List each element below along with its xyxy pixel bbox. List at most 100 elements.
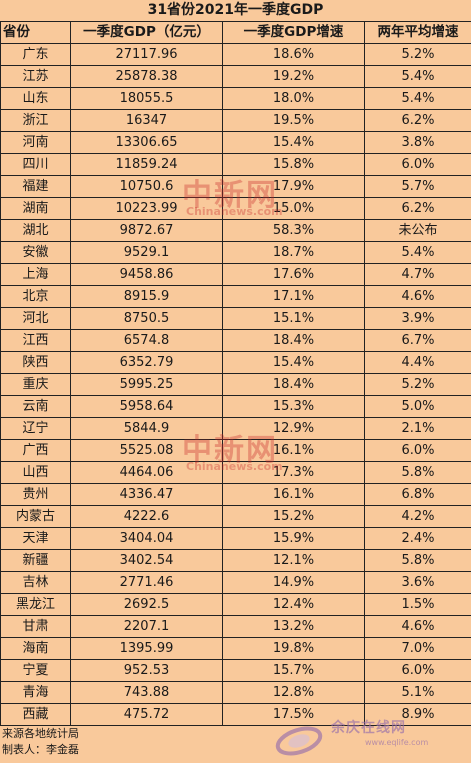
table-row: 江苏 25878.38 19.2% 5.4%	[0, 65, 471, 88]
gdp-cell: 5525.08	[70, 439, 223, 462]
province-cell: 北京	[0, 285, 71, 308]
gdp-cell: 8915.9	[70, 285, 223, 308]
province-cell: 新疆	[0, 549, 71, 572]
growth-cell: 19.2%	[222, 65, 365, 88]
footer: 来源各地统计局 制表人：李金磊	[0, 726, 471, 758]
table-header-row: 省份 一季度GDP（亿元） 一季度GDP增速 两年平均增速	[0, 21, 471, 44]
avg-growth-cell: 5.0%	[364, 395, 471, 418]
growth-cell: 15.0%	[222, 197, 365, 220]
avg-growth-cell: 5.7%	[364, 175, 471, 198]
growth-cell: 17.1%	[222, 285, 365, 308]
table-row: 云南 5958.64 15.3% 5.0%	[0, 395, 471, 418]
avg-growth-cell: 6.2%	[364, 197, 471, 220]
table-row: 湖北 9872.67 58.3% 未公布	[0, 219, 471, 242]
gdp-cell: 4336.47	[70, 483, 223, 506]
table-row: 新疆 3402.54 12.1% 5.8%	[0, 549, 471, 572]
gdp-cell: 2692.5	[70, 593, 223, 616]
province-cell: 江西	[0, 329, 71, 352]
table-row: 贵州 4336.47 16.1% 6.8%	[0, 483, 471, 506]
growth-cell: 15.4%	[222, 131, 365, 154]
province-cell: 浙江	[0, 109, 71, 132]
gdp-cell: 9872.67	[70, 219, 223, 242]
province-cell: 天津	[0, 527, 71, 550]
gdp-cell: 952.53	[70, 659, 223, 682]
growth-cell: 12.1%	[222, 549, 365, 572]
avg-growth-cell: 3.6%	[364, 571, 471, 594]
growth-cell: 58.3%	[222, 219, 365, 242]
gdp-cell: 4222.6	[70, 505, 223, 528]
growth-cell: 15.4%	[222, 351, 365, 374]
growth-cell: 12.8%	[222, 681, 365, 704]
gdp-cell: 27117.96	[70, 43, 223, 66]
province-cell: 青海	[0, 681, 71, 704]
province-cell: 云南	[0, 395, 71, 418]
province-cell: 湖南	[0, 197, 71, 220]
gdp-cell: 2771.46	[70, 571, 223, 594]
header-gdp: 一季度GDP（亿元）	[70, 21, 223, 44]
growth-cell: 15.8%	[222, 153, 365, 176]
gdp-cell: 10750.6	[70, 175, 223, 198]
table-row: 福建 10750.6 17.9% 5.7%	[0, 175, 471, 198]
table-row: 广东 27117.96 18.6% 5.2%	[0, 43, 471, 66]
table-row: 宁夏 952.53 15.7% 6.0%	[0, 659, 471, 682]
avg-growth-cell: 未公布	[364, 219, 471, 242]
gdp-cell: 8750.5	[70, 307, 223, 330]
logo-swoosh-icon	[275, 726, 323, 756]
province-cell: 吉林	[0, 571, 71, 594]
table-row: 北京 8915.9 17.1% 4.6%	[0, 285, 471, 308]
province-cell: 河南	[0, 131, 71, 154]
avg-growth-cell: 5.8%	[364, 549, 471, 572]
gdp-cell: 6574.8	[70, 329, 223, 352]
province-cell: 河北	[0, 307, 71, 330]
gdp-cell: 10223.99	[70, 197, 223, 220]
gdp-cell: 1395.99	[70, 637, 223, 660]
province-cell: 黑龙江	[0, 593, 71, 616]
avg-growth-cell: 1.5%	[364, 593, 471, 616]
avg-growth-cell: 4.7%	[364, 263, 471, 286]
growth-cell: 18.4%	[222, 373, 365, 396]
table-row: 江西 6574.8 18.4% 6.7%	[0, 329, 471, 352]
header-avg-growth: 两年平均增速	[364, 21, 471, 44]
avg-growth-cell: 2.4%	[364, 527, 471, 550]
growth-cell: 12.4%	[222, 593, 365, 616]
avg-growth-cell: 5.4%	[364, 65, 471, 88]
logo-url: www.eqlife.com	[365, 738, 429, 747]
gdp-cell: 9458.86	[70, 263, 223, 286]
growth-cell: 17.3%	[222, 461, 365, 484]
avg-growth-cell: 3.9%	[364, 307, 471, 330]
table-row: 黑龙江 2692.5 12.4% 1.5%	[0, 593, 471, 616]
province-cell: 重庆	[0, 373, 71, 396]
table-row: 重庆 5995.25 18.4% 5.2%	[0, 373, 471, 396]
header-province: 省份	[0, 21, 71, 44]
growth-cell: 14.9%	[222, 571, 365, 594]
avg-growth-cell: 8.9%	[364, 703, 471, 726]
province-cell: 甘肃	[0, 615, 71, 638]
growth-cell: 18.4%	[222, 329, 365, 352]
province-cell: 湖北	[0, 219, 71, 242]
growth-cell: 19.8%	[222, 637, 365, 660]
table-row: 吉林 2771.46 14.9% 3.6%	[0, 571, 471, 594]
growth-cell: 15.1%	[222, 307, 365, 330]
table-row: 上海 9458.86 17.6% 4.7%	[0, 263, 471, 286]
table-row: 天津 3404.04 15.9% 2.4%	[0, 527, 471, 550]
province-cell: 陕西	[0, 351, 71, 374]
growth-cell: 15.2%	[222, 505, 365, 528]
avg-growth-cell: 4.6%	[364, 615, 471, 638]
table-row: 湖南 10223.99 15.0% 6.2%	[0, 197, 471, 220]
gdp-cell: 16347	[70, 109, 223, 132]
gdp-cell: 2207.1	[70, 615, 223, 638]
gdp-cell: 6352.79	[70, 351, 223, 374]
growth-cell: 17.6%	[222, 263, 365, 286]
province-cell: 辽宁	[0, 417, 71, 440]
province-cell: 山西	[0, 461, 71, 484]
author-note: 制表人：李金磊	[2, 743, 79, 756]
avg-growth-cell: 5.8%	[364, 461, 471, 484]
province-cell: 福建	[0, 175, 71, 198]
table-row: 青海 743.88 12.8% 5.1%	[0, 681, 471, 704]
growth-cell: 15.7%	[222, 659, 365, 682]
gdp-cell: 25878.38	[70, 65, 223, 88]
gdp-cell: 3404.04	[70, 527, 223, 550]
province-cell: 广东	[0, 43, 71, 66]
avg-growth-cell: 4.4%	[364, 351, 471, 374]
growth-cell: 18.0%	[222, 87, 365, 110]
